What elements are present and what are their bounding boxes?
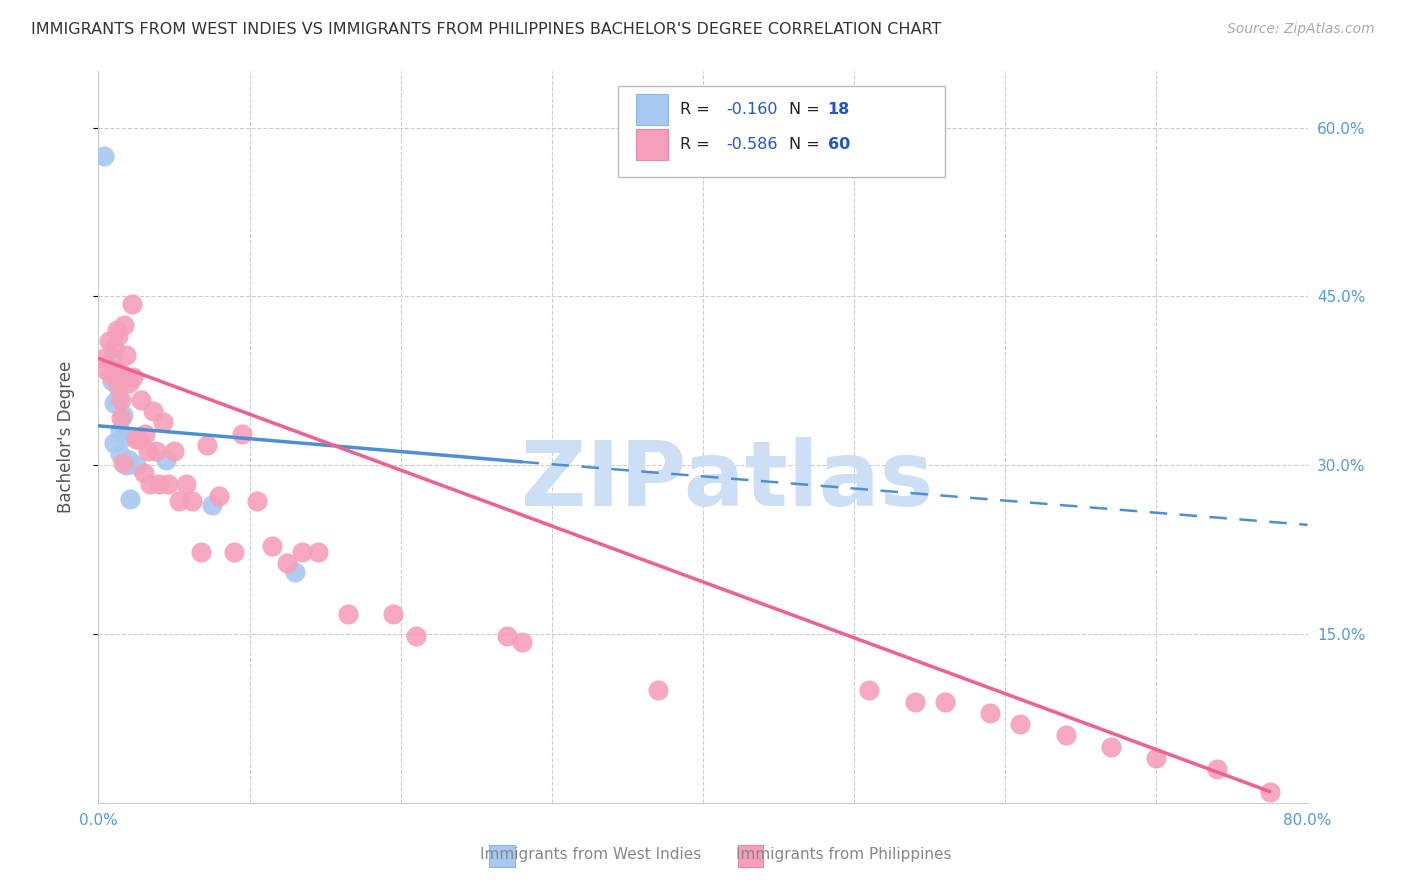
- Point: [129, 392, 152, 407]
- Point: [1206, 762, 1229, 776]
- Point: [181, 494, 204, 508]
- Point: [858, 683, 880, 698]
- Point: [167, 494, 190, 508]
- Point: [262, 539, 284, 553]
- Text: -0.586: -0.586: [725, 137, 778, 152]
- Point: [195, 438, 218, 452]
- Text: 18: 18: [828, 102, 849, 117]
- Point: [284, 565, 307, 579]
- Point: [100, 368, 122, 383]
- Text: ZIPatlas: ZIPatlas: [522, 437, 934, 525]
- Point: [142, 404, 165, 418]
- Point: [647, 683, 669, 698]
- Text: Source: ZipAtlas.com: Source: ZipAtlas.com: [1227, 22, 1375, 37]
- Point: [148, 477, 170, 491]
- Text: N =: N =: [789, 137, 825, 152]
- FancyBboxPatch shape: [637, 129, 668, 160]
- Point: [103, 396, 125, 410]
- Point: [107, 379, 129, 393]
- Point: [405, 629, 427, 643]
- Point: [307, 545, 329, 559]
- Point: [111, 456, 134, 470]
- Text: 60: 60: [828, 137, 849, 152]
- Point: [132, 466, 155, 480]
- Point: [121, 297, 143, 311]
- Point: [108, 447, 131, 461]
- Point: [105, 368, 128, 383]
- Point: [112, 318, 135, 332]
- Point: [934, 694, 956, 708]
- Text: Immigrants from Philippines: Immigrants from Philippines: [735, 847, 952, 862]
- Point: [155, 452, 177, 467]
- Point: [224, 545, 246, 559]
- Point: [136, 443, 159, 458]
- Point: [108, 365, 131, 379]
- FancyBboxPatch shape: [619, 86, 945, 178]
- Point: [103, 435, 125, 450]
- Point: [382, 607, 405, 621]
- Point: [201, 498, 224, 512]
- Point: [1144, 751, 1167, 765]
- Point: [336, 607, 359, 621]
- Point: [110, 411, 132, 425]
- Point: [118, 452, 141, 467]
- Text: IMMIGRANTS FROM WEST INDIES VS IMMIGRANTS FROM PHILIPPINES BACHELOR'S DEGREE COR: IMMIGRANTS FROM WEST INDIES VS IMMIGRANT…: [31, 22, 941, 37]
- Point: [94, 362, 117, 376]
- Point: [114, 348, 136, 362]
- Point: [103, 340, 125, 354]
- Point: [120, 491, 142, 506]
- Point: [107, 391, 129, 405]
- Point: [291, 545, 314, 559]
- Point: [101, 374, 124, 388]
- Point: [134, 426, 156, 441]
- Point: [114, 458, 136, 473]
- Point: [1099, 739, 1122, 754]
- Point: [107, 328, 129, 343]
- Point: [93, 149, 115, 163]
- Point: [98, 334, 121, 349]
- Point: [111, 408, 134, 422]
- Point: [125, 458, 148, 473]
- Point: [152, 416, 174, 430]
- Point: [145, 443, 167, 458]
- Text: Immigrants from West Indies: Immigrants from West Indies: [479, 847, 702, 862]
- Point: [190, 545, 212, 559]
- Point: [231, 426, 253, 441]
- Point: [118, 376, 141, 390]
- Point: [93, 351, 115, 366]
- Point: [510, 635, 533, 649]
- Y-axis label: Bachelor's Degree: Bachelor's Degree: [56, 361, 75, 513]
- Point: [110, 392, 132, 407]
- Point: [128, 433, 150, 447]
- Text: R =: R =: [681, 102, 714, 117]
- Text: R =: R =: [681, 137, 714, 152]
- Point: [1010, 717, 1032, 731]
- Point: [979, 706, 1001, 720]
- Point: [139, 477, 162, 491]
- Point: [163, 443, 186, 458]
- Point: [108, 425, 131, 439]
- Point: [904, 694, 927, 708]
- Point: [208, 489, 231, 503]
- Point: [156, 477, 179, 491]
- Point: [105, 323, 128, 337]
- FancyBboxPatch shape: [637, 94, 668, 125]
- Point: [1054, 728, 1077, 742]
- Point: [122, 370, 145, 384]
- Text: N =: N =: [789, 102, 825, 117]
- Point: [174, 477, 197, 491]
- Point: [246, 494, 269, 508]
- Text: -0.160: -0.160: [725, 102, 778, 117]
- Point: [112, 430, 135, 444]
- Point: [103, 362, 125, 376]
- Point: [125, 433, 148, 447]
- Point: [276, 556, 298, 570]
- Point: [1258, 784, 1281, 798]
- Point: [495, 629, 517, 643]
- Point: [101, 351, 124, 366]
